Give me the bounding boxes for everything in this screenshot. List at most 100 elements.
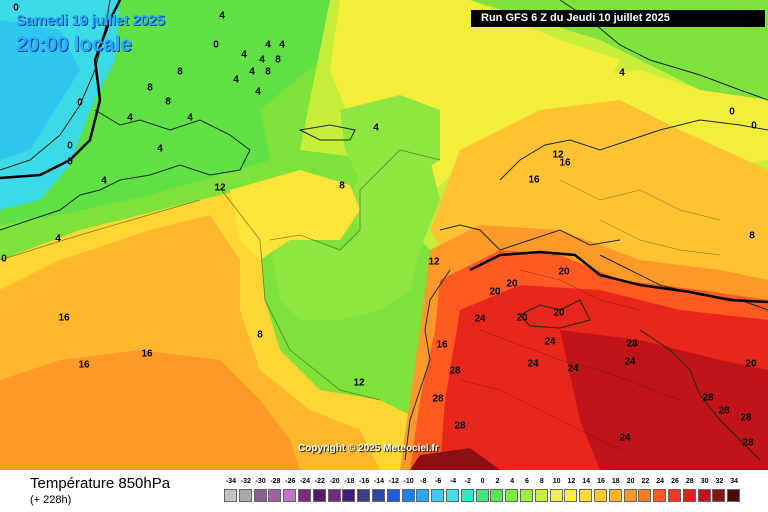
map-value-label: 8 xyxy=(165,96,171,108)
scale-swatch xyxy=(594,489,607,502)
map-value-label: 20 xyxy=(506,278,518,290)
scale-tick-label: -12 xyxy=(388,478,399,485)
scale-swatch xyxy=(224,489,237,502)
map-value-label: 4 xyxy=(373,122,379,134)
scale-swatch xyxy=(653,489,667,502)
scale-swatch xyxy=(401,489,415,502)
map-value-label: 12 xyxy=(552,149,564,161)
scale-tick-label: -16 xyxy=(359,478,370,485)
twenty-isotherm xyxy=(469,250,768,304)
map-value-label: 0 xyxy=(67,140,73,152)
scale-swatch xyxy=(386,489,400,502)
field-green-center xyxy=(270,150,440,320)
scale-swatch xyxy=(416,489,430,502)
scale-tick-label: -34 xyxy=(225,478,237,485)
field-yellow-nw xyxy=(230,170,360,260)
scale-tick-label: 8 xyxy=(539,478,544,485)
color-scale: -34 -32 -30 -28 -26 -24 -22 -20 -18 -16 -14 -12 -10-… xyxy=(224,478,742,508)
scale-swatch xyxy=(327,489,341,502)
map-value-label: 4 xyxy=(187,112,193,124)
map-value-label: 16 xyxy=(78,359,90,371)
map-value-label: 4 xyxy=(255,86,261,98)
field-orange-sw xyxy=(0,350,300,470)
map-value-label: 24 xyxy=(567,363,579,375)
map-value-label: 12 xyxy=(214,182,226,194)
field-dark-core xyxy=(410,448,500,470)
scale-swatch xyxy=(638,489,652,502)
map-value-label: 8 xyxy=(177,66,183,78)
map-value-label: 4 xyxy=(265,39,271,51)
map-value-label: 4 xyxy=(101,175,107,187)
scale-tick-label: 32 xyxy=(715,478,724,485)
map-value-label: 28 xyxy=(702,392,714,404)
map-value-label: 20 xyxy=(745,358,757,370)
run-info: Run GFS 6 Z du Jeudi 10 juillet 2025 xyxy=(471,10,765,27)
scale-tick-label: -20 xyxy=(329,478,340,485)
scale-swatch xyxy=(505,489,519,502)
scale-swatch xyxy=(668,489,681,502)
scale-tick-label: -2 xyxy=(464,478,471,485)
scale-tick-label: 18 xyxy=(611,478,620,485)
scale-tick-label: 34 xyxy=(730,478,739,485)
map-value-label: 24 xyxy=(474,313,486,325)
scale-tick-label: 20 xyxy=(626,478,635,485)
map-value-label: 28 xyxy=(740,412,752,424)
map-value-label: 8 xyxy=(265,66,271,78)
map-value-label: 0 xyxy=(213,39,219,51)
scale-swatch xyxy=(342,489,356,502)
scale-swatch xyxy=(697,489,711,502)
scale-swatch xyxy=(712,489,726,502)
field-green-north xyxy=(340,95,440,185)
map-value-label: 0 xyxy=(13,2,19,14)
map-value-label: 4 xyxy=(259,54,265,66)
scale-tick-label: 2 xyxy=(495,478,500,485)
map-value-label: 20 xyxy=(553,307,565,319)
scale-tick-label: -24 xyxy=(299,478,311,485)
map-value-label: 28 xyxy=(432,393,444,405)
scale-swatch xyxy=(238,489,252,502)
map-value-label: 0 xyxy=(751,120,757,132)
scale-tick-label: -4 xyxy=(449,478,457,485)
scale-tick-label: 10 xyxy=(552,478,561,485)
scale-swatch xyxy=(372,489,385,502)
map-value-label: 24 xyxy=(624,356,636,368)
borders xyxy=(459,179,721,451)
scale-tick-label: 28 xyxy=(685,478,694,485)
scale-swatch xyxy=(608,489,622,502)
map-value-label: 20 xyxy=(558,266,570,278)
map-value-label: 12 xyxy=(353,377,365,389)
field-orange-europe xyxy=(430,100,768,300)
scale-tick-label: 6 xyxy=(525,478,529,485)
map-value-label: 0 xyxy=(1,253,7,265)
map-value-label: 8 xyxy=(339,180,345,192)
map-value-label: 16 xyxy=(559,157,571,169)
scale-tick-label: 14 xyxy=(582,478,591,485)
scale-tick-label: -32 xyxy=(240,478,251,485)
scale-swatch xyxy=(475,489,489,502)
scale-tick-label: -6 xyxy=(435,478,442,485)
scale-swatch xyxy=(460,489,474,502)
map-value-label: 0 xyxy=(729,106,735,118)
scale-tick-label: 26 xyxy=(671,478,679,485)
map-value-label: 12 xyxy=(428,256,440,268)
map-value-label: 0 xyxy=(67,156,73,168)
scale-tick-label: -26 xyxy=(285,478,296,485)
copyright: Copyright © 2025 Meteociel.fr xyxy=(298,443,439,454)
scale-tick-label: 16 xyxy=(597,478,605,485)
scale-swatch xyxy=(431,489,445,502)
scale-swatch xyxy=(579,489,593,502)
map-value-label: 4 xyxy=(55,233,61,245)
map-value-label: 16 xyxy=(436,339,448,351)
map-value-label: 4 xyxy=(127,112,133,124)
map-value-label: 4 xyxy=(241,49,247,61)
scale-swatch xyxy=(564,489,578,502)
scale-tick-label: 24 xyxy=(656,478,665,485)
map-value-label: 8 xyxy=(257,329,263,341)
scale-tick-label: -30 xyxy=(255,478,266,485)
map-value-label: 20 xyxy=(489,286,501,298)
legend-footer: Température 850hPa (+ 228h) -34 -32 -30 -28… xyxy=(0,470,768,512)
scale-swatch xyxy=(253,489,267,502)
map-value-label: 28 xyxy=(742,437,754,449)
map-value-label: 8 xyxy=(275,54,281,66)
scale-swatch xyxy=(534,489,548,502)
